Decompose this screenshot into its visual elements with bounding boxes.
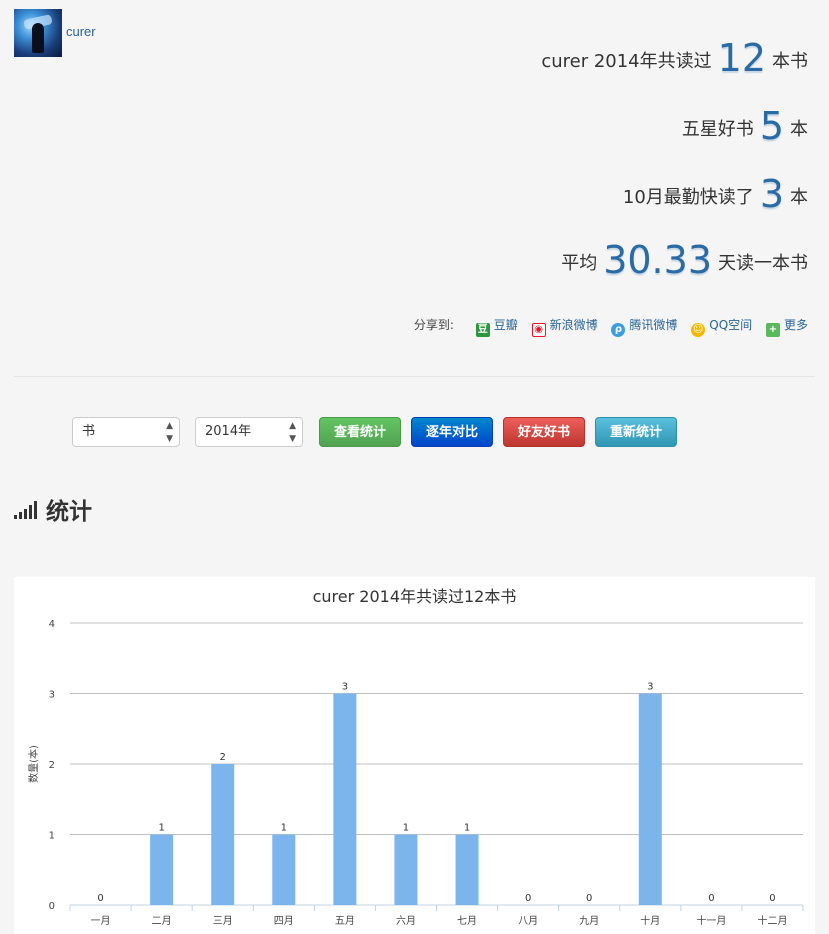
- compare-years-button[interactable]: 逐年对比: [411, 417, 493, 447]
- qzone-icon: ☺: [691, 323, 706, 337]
- chart-title: curer 2014年共读过12本书: [312, 587, 517, 606]
- summary-total-books: curer 2014年共读过 12 本书: [541, 36, 808, 80]
- summary-five-star-value: 5: [759, 104, 784, 148]
- type-select[interactable]: 书 ▲ ▼: [72, 417, 180, 447]
- username-link[interactable]: curer: [66, 24, 96, 39]
- summary-busiest-value: 3: [759, 172, 784, 216]
- select-arrows-icon: ▲ ▼: [289, 421, 296, 444]
- summary-total-suffix: 本书: [772, 51, 808, 72]
- share-douban[interactable]: 豆豆瓣: [475, 318, 518, 337]
- signal-bars-icon: [14, 501, 37, 519]
- summary-average-value: 30.33: [603, 238, 712, 282]
- share-weibo-label: 新浪微博: [549, 318, 598, 332]
- divider: [14, 376, 815, 377]
- summary-busiest-prefix: 10月最勤快读了: [622, 187, 754, 208]
- select-arrows-icon: ▲ ▼: [166, 421, 173, 444]
- plus-icon: +: [765, 323, 780, 337]
- recount-button[interactable]: 重新统计: [595, 417, 677, 447]
- user-avatar[interactable]: [14, 9, 62, 57]
- year-select-value: 2014年: [205, 424, 252, 439]
- summary-five-star-suffix: 本: [790, 119, 808, 140]
- summary-busiest-month: 10月最勤快读了 3 本: [623, 172, 808, 216]
- summary-average: 平均 30.33 天读一本书: [561, 238, 808, 282]
- friend-books-button[interactable]: 好友好书: [503, 417, 585, 447]
- section-title-text: 统计: [46, 499, 92, 525]
- view-stats-button[interactable]: 查看统计: [319, 417, 401, 447]
- share-more-label: 更多: [783, 318, 808, 332]
- share-tencent-weibo-label: 腾讯微博: [629, 318, 678, 332]
- summary-total-prefix: curer 2014年共读过: [541, 51, 712, 72]
- summary-five-star-prefix: 五星好书: [681, 119, 754, 140]
- avatar-figure: [32, 23, 44, 53]
- type-select-value: 书: [82, 424, 96, 439]
- share-douban-label: 豆瓣: [493, 318, 518, 332]
- year-select[interactable]: 2014年 ▲ ▼: [195, 417, 303, 447]
- share-qzone-label: QQ空间: [709, 318, 753, 332]
- share-weibo[interactable]: ◉ 新浪微博: [531, 318, 598, 337]
- summary-average-prefix: 平均: [561, 253, 598, 274]
- share-bar: 分享到: 豆豆瓣 ◉ 新浪微博 ρ 腾讯微博 ☺ QQ空间 + 更多: [414, 316, 808, 337]
- share-label: 分享到:: [413, 318, 454, 332]
- chart-container: [14, 577, 815, 934]
- summary-busiest-suffix: 本: [790, 187, 808, 208]
- share-more[interactable]: + 更多: [765, 318, 808, 337]
- summary-five-star: 五星好书 5 本: [682, 104, 808, 148]
- summary-average-suffix: 天读一本书: [718, 253, 808, 274]
- section-title: 统计: [14, 492, 92, 526]
- douban-icon: 豆: [475, 323, 490, 337]
- share-tencent-weibo[interactable]: ρ 腾讯微博: [611, 318, 678, 337]
- summary-total-value: 12: [717, 36, 766, 80]
- share-qzone[interactable]: ☺ QQ空间: [691, 318, 753, 337]
- weibo-icon: ◉: [531, 323, 546, 337]
- tencent-weibo-icon: ρ: [611, 323, 626, 337]
